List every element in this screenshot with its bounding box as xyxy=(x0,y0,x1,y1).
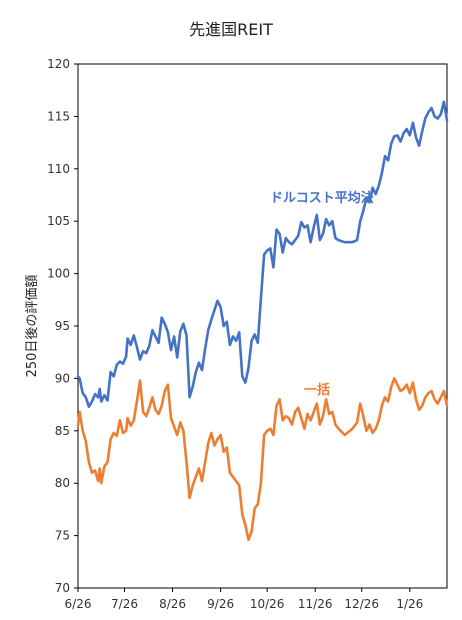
series-label-dca: ドルコスト平均法 xyxy=(270,190,374,206)
y-tick-label: 90 xyxy=(55,371,70,385)
y-tick-label: 80 xyxy=(55,476,70,490)
y-tick-label: 120 xyxy=(47,57,70,71)
y-tick-label: 110 xyxy=(47,162,70,176)
lump-sum-series-line xyxy=(76,377,449,542)
y-axis-label: 250日後の評価額 xyxy=(25,275,40,378)
y-tick-label: 95 xyxy=(55,319,70,333)
x-tick-label: 12/26 xyxy=(344,597,379,611)
x-tick-label: 7/26 xyxy=(111,597,138,611)
x-tick-label: 11/26 xyxy=(298,597,333,611)
dca-series-line xyxy=(76,100,449,409)
y-tick-label: 70 xyxy=(55,581,70,595)
x-tick-label: 1/26 xyxy=(396,597,423,611)
axes: 70 75 80 85 90 95 100 105 110 115 120 6/26 7/26 8/26 9… xyxy=(25,57,448,611)
y-tick-label: 105 xyxy=(47,214,70,228)
y-tick-label: 100 xyxy=(47,267,70,281)
y-tick-label: 85 xyxy=(55,424,70,438)
series-label-lump-sum: 一括 xyxy=(304,382,330,398)
chart-title: 先進国REIT xyxy=(189,20,273,39)
series-layer xyxy=(76,100,449,542)
y-tick-label: 75 xyxy=(55,529,70,543)
x-tick-label: 8/26 xyxy=(159,597,186,611)
x-tick-label: 10/26 xyxy=(250,597,285,611)
y-tick-label: 115 xyxy=(47,109,70,123)
x-tick-label: 9/26 xyxy=(207,597,234,611)
x-tick-label: 6/26 xyxy=(65,597,92,611)
